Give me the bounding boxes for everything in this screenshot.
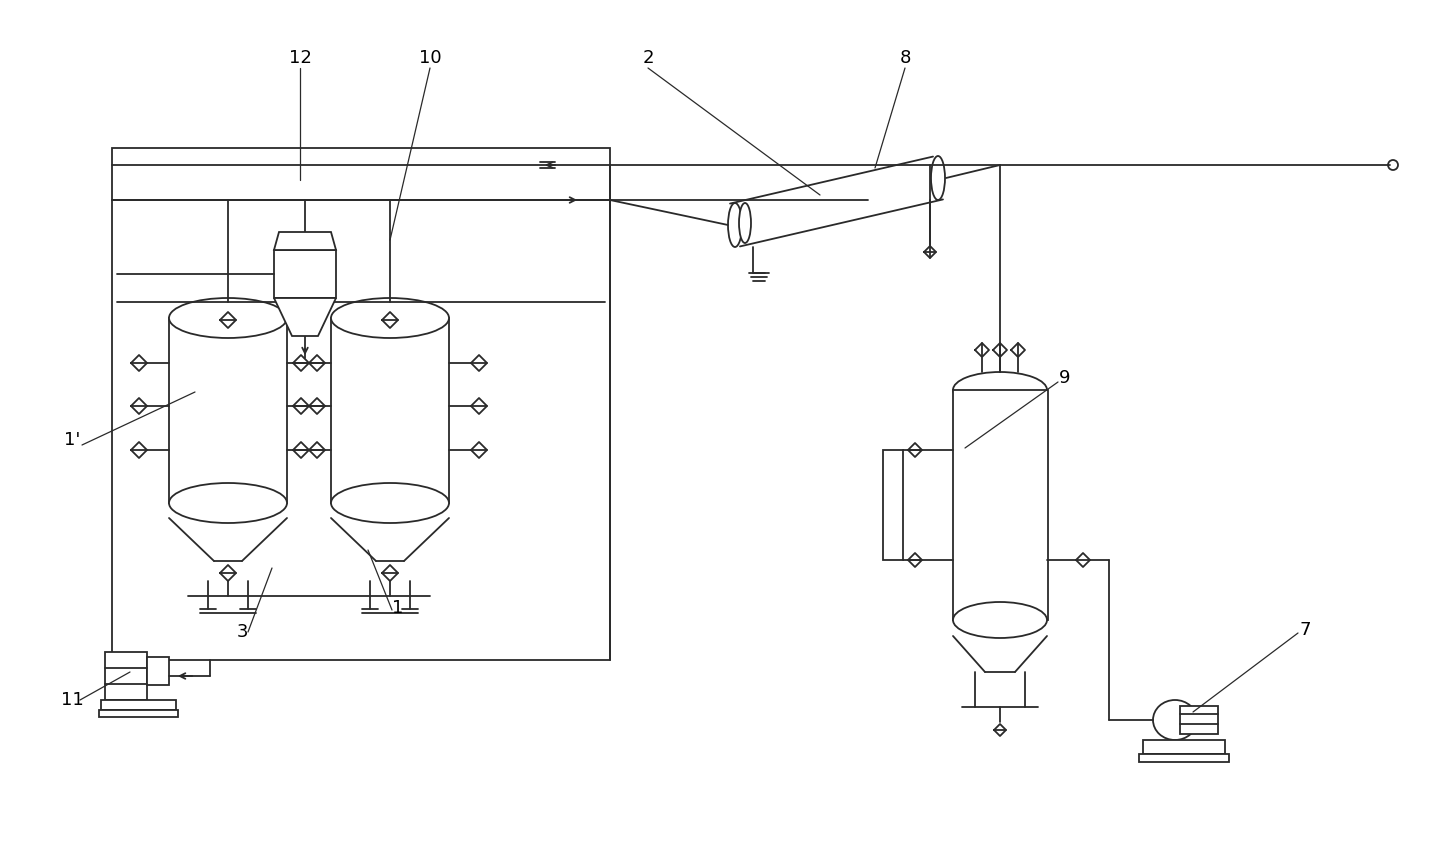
Text: 3: 3 [236,623,248,641]
Bar [1143,740,1225,754]
Bar [104,652,147,700]
Polygon shape [273,232,336,250]
Ellipse shape [728,203,743,247]
Bar [112,148,610,660]
Text: 11: 11 [60,691,83,709]
Ellipse shape [953,372,1047,408]
Bar [273,250,336,298]
Bar [953,390,1047,620]
Bar [883,450,903,560]
Text: 10: 10 [419,49,441,67]
Polygon shape [273,298,336,336]
Text: 7: 7 [1299,621,1311,639]
Ellipse shape [169,298,288,338]
Text: 8: 8 [899,49,910,67]
Text: 12: 12 [289,49,312,67]
Ellipse shape [1153,700,1196,740]
Bar [147,657,169,685]
Bar [102,700,176,710]
Bar [169,318,288,503]
Text: 1: 1 [392,599,404,617]
Ellipse shape [932,156,944,200]
Ellipse shape [953,602,1047,638]
Bar [99,710,177,717]
Bar [1181,706,1218,734]
Text: 9: 9 [1059,369,1070,387]
Text: 1': 1' [64,431,80,449]
Ellipse shape [1388,160,1398,170]
Bar [331,318,449,503]
Text: 2: 2 [643,49,654,67]
Bar [1139,754,1229,762]
Ellipse shape [169,483,288,523]
Ellipse shape [738,203,751,243]
Ellipse shape [331,483,449,523]
Ellipse shape [331,298,449,338]
